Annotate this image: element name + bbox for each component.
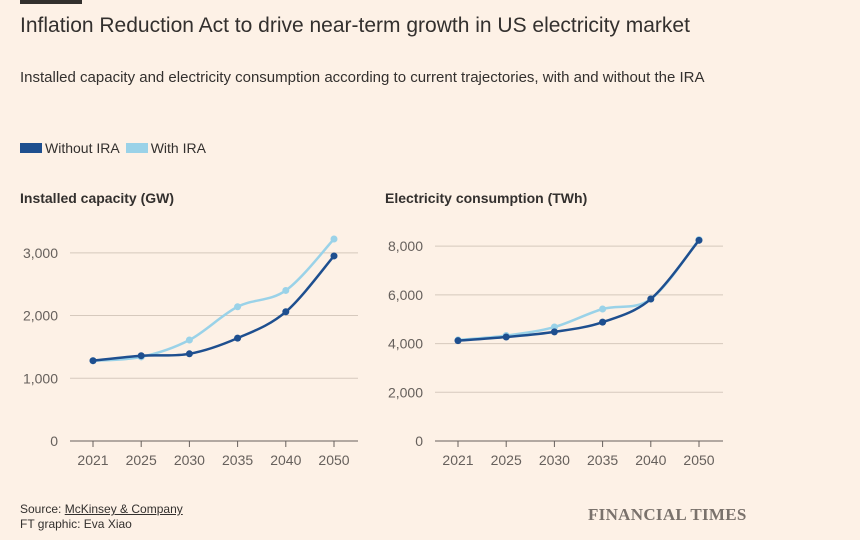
data-point-with-ira bbox=[330, 235, 338, 243]
legend: Without IRA With IRA bbox=[20, 140, 212, 156]
data-point-with-ira bbox=[599, 305, 607, 313]
data-point-without-ira bbox=[695, 236, 703, 244]
data-point-without-ira bbox=[454, 337, 462, 345]
data-point-without-ira bbox=[647, 295, 655, 303]
x-tick-label: 2050 bbox=[683, 452, 714, 468]
data-point-without-ira bbox=[599, 318, 607, 326]
legend-swatch-with-ira bbox=[125, 143, 148, 153]
data-point-without-ira bbox=[234, 334, 242, 342]
data-point-without-ira bbox=[282, 308, 290, 316]
panel-title-electricity-consumption: Electricity consumption (TWh) bbox=[385, 190, 588, 206]
data-point-without-ira bbox=[550, 328, 558, 336]
legend-item-without-ira: Without IRA bbox=[20, 140, 120, 156]
data-point-without-ira bbox=[330, 252, 338, 260]
source-note: Source: McKinsey & Company FT graphic: E… bbox=[20, 502, 183, 532]
data-point-with-ira bbox=[234, 303, 242, 311]
x-tick-label: 2021 bbox=[77, 452, 108, 468]
data-point-without-ira bbox=[502, 333, 510, 341]
graphic-credit: FT graphic: Eva Xiao bbox=[20, 517, 132, 531]
data-point-with-ira bbox=[550, 323, 558, 331]
data-point-with-ira bbox=[185, 336, 193, 344]
data-point-without-ira bbox=[137, 352, 145, 360]
chart-title: Inflation Reduction Act to drive near-te… bbox=[20, 14, 690, 37]
x-tick-label: 2040 bbox=[270, 452, 301, 468]
x-tick-label: 2040 bbox=[635, 452, 666, 468]
legend-label-without-ira: Without IRA bbox=[45, 140, 120, 156]
x-tick-label: 2025 bbox=[126, 452, 157, 468]
y-tick-label: 8,000 bbox=[388, 238, 423, 254]
financial-times-logo: FINANCIAL TIMES bbox=[588, 505, 747, 524]
y-tick-label: 2,000 bbox=[23, 308, 58, 324]
series-line-without-ira bbox=[457, 239, 700, 342]
x-tick-label: 2030 bbox=[539, 452, 570, 468]
top-accent-bar bbox=[20, 0, 82, 4]
y-tick-label: 2,000 bbox=[388, 384, 423, 400]
x-tick-label: 2021 bbox=[442, 452, 473, 468]
series-line-with-ira bbox=[457, 238, 700, 342]
y-tick-label: 0 bbox=[415, 433, 423, 449]
data-point-with-ira bbox=[282, 286, 290, 294]
data-point-without-ira bbox=[89, 357, 97, 365]
source-prefix: Source: bbox=[20, 502, 65, 516]
y-tick-label: 3,000 bbox=[23, 245, 58, 261]
x-tick-label: 2025 bbox=[491, 452, 522, 468]
source-link[interactable]: McKinsey & Company bbox=[64, 502, 183, 516]
series-line-without-ira bbox=[92, 255, 335, 362]
chart-subtitle: Installed capacity and electricity consu… bbox=[20, 69, 705, 86]
legend-label-with-ira: With IRA bbox=[150, 140, 206, 156]
y-tick-label: 6,000 bbox=[388, 287, 423, 303]
x-tick-label: 2050 bbox=[318, 452, 349, 468]
data-point-without-ira bbox=[185, 350, 193, 358]
legend-item-with-ira: With IRA bbox=[125, 140, 206, 156]
x-tick-label: 2035 bbox=[587, 452, 618, 468]
y-tick-label: 1,000 bbox=[23, 370, 58, 386]
y-tick-label: 0 bbox=[50, 433, 58, 449]
x-tick-label: 2030 bbox=[174, 452, 205, 468]
y-tick-label: 4,000 bbox=[388, 336, 423, 352]
legend-swatch-without-ira bbox=[20, 143, 42, 153]
panel-title-installed-capacity: Installed capacity (GW) bbox=[20, 190, 175, 206]
x-tick-label: 2035 bbox=[222, 452, 253, 468]
